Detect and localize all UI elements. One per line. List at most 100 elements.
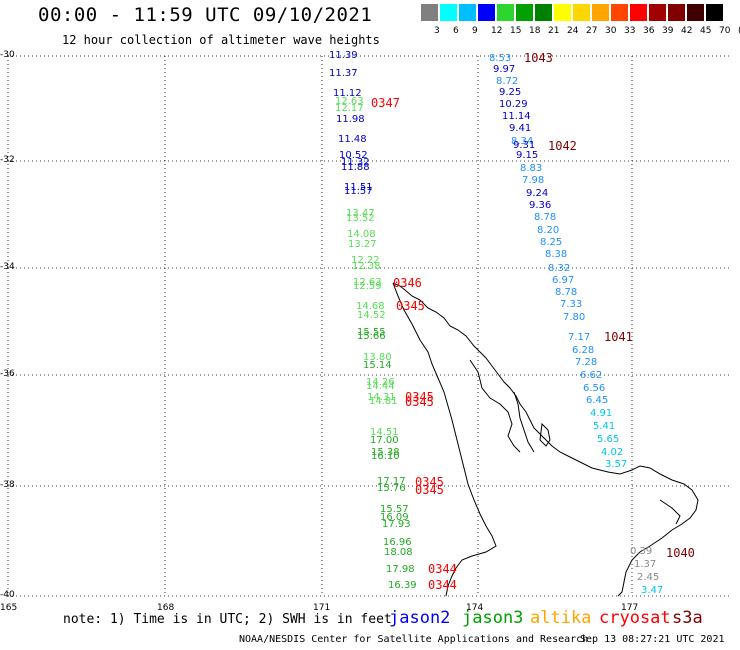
wave-height-value: 18.08: [384, 547, 413, 558]
wave-height-value: 7.98: [522, 175, 545, 186]
wave-height-value: 1.37: [634, 559, 657, 570]
wave-height-value: 12.22: [351, 255, 380, 266]
legend-jason2: jason2: [389, 608, 451, 628]
wave-height-value: 12.63: [335, 96, 364, 107]
wave-height-value: 8.32: [548, 263, 571, 274]
wave-height-value: 8.34: [511, 136, 534, 147]
wave-height-value: 11.12: [333, 88, 362, 99]
scale-label: 33: [624, 26, 636, 36]
wave-height-value: 6.62: [580, 370, 603, 381]
scale-label: 6: [453, 26, 459, 36]
wave-height-value: 8.20: [537, 225, 560, 236]
scale-swatch: [497, 4, 514, 21]
wave-height-value: 8.53: [489, 53, 512, 64]
scale-label: 30: [605, 26, 617, 36]
wave-height-value: 9.25: [499, 87, 522, 98]
lat-label: -40: [0, 590, 15, 600]
wave-height-value: 10.29: [499, 99, 528, 110]
wave-height-value: 16.09: [380, 512, 409, 523]
wave-height-value: 15.66: [357, 331, 386, 342]
chart-subtitle: 12 hour collection of altimeter wave hei…: [62, 33, 380, 47]
wave-height-value: 15.14: [363, 360, 392, 371]
lat-label: -38: [0, 480, 15, 490]
footer-note: note: 1) Time is in UTC; 2) SWH is in fe…: [63, 612, 392, 627]
scale-label: 70: [719, 26, 731, 36]
scale-label: 39: [662, 26, 674, 36]
lat-label: -32: [0, 155, 15, 165]
pass-time: 0345: [405, 390, 434, 404]
pass-time: 0345: [405, 395, 434, 409]
scale-label: 21: [548, 26, 560, 36]
lon-label: 177: [621, 603, 639, 613]
wave-height-value: 11.98: [336, 114, 365, 125]
scale-swatch: [687, 4, 704, 21]
scale-swatch: [573, 4, 590, 21]
wave-height-value: 14.68: [356, 301, 385, 312]
wave-height-value: 11.32: [341, 157, 370, 168]
wave-height-value: 15.57: [380, 504, 409, 515]
wave-height-value: 13.80: [363, 352, 392, 363]
wave-height-value: 10.52: [339, 150, 368, 161]
wave-height-value: 8.83: [520, 163, 543, 174]
scale-swatch: [592, 4, 609, 21]
legend-jason3: jason3: [462, 608, 524, 628]
coastline: [392, 282, 699, 597]
wave-height-value: 12.17: [335, 103, 364, 114]
wave-height-value: 7.80: [563, 312, 586, 323]
pass-time: 0344: [428, 562, 457, 576]
wave-height-value: 6.56: [583, 383, 606, 394]
wave-height-value: 14.31: [367, 392, 396, 403]
wave-height-value: 11.88: [341, 162, 370, 173]
wave-height-value: 7.33: [560, 299, 583, 310]
wave-height-value: 11.57: [344, 186, 373, 197]
wave-height-value: 11.39: [329, 50, 358, 61]
scale-swatch: [440, 4, 457, 21]
wave-height-value: 4.91: [590, 408, 613, 419]
wave-height-value: 16.96: [383, 537, 412, 548]
scale-swatch: [706, 4, 723, 21]
legend-s3a: s3a: [672, 608, 703, 628]
wave-height-value: 11.48: [338, 134, 367, 145]
wave-height-value: 4.02: [601, 447, 624, 458]
wave-height-value: 0.39: [630, 546, 653, 557]
scale-label: 3: [434, 26, 440, 36]
pass-time: 1040: [666, 546, 695, 560]
scale-swatch: [478, 4, 495, 21]
wave-height-value: 8.25: [540, 237, 563, 248]
chart-title: 00:00 - 11:59 UTC 09/10/2021: [38, 4, 373, 26]
pass-time: 0344: [428, 578, 457, 592]
wave-height-value: 15.55: [357, 327, 386, 338]
wave-height-value: 8.78: [534, 212, 557, 223]
lon-label: 168: [157, 603, 175, 613]
credit-line: NOAA/NESDIS Center for Satellite Applica…: [239, 634, 589, 645]
wave-height-value: 12.63: [353, 277, 382, 288]
generated-timestamp: Sep 13 08:27:21 UTC 2021: [580, 634, 725, 645]
scale-label: 9: [472, 26, 478, 36]
scale-swatch: [611, 4, 628, 21]
east-cape-detail: [659, 499, 681, 525]
wave-height-value: 6.28: [572, 345, 595, 356]
scale-swatch: [459, 4, 476, 21]
scale-label: 24: [567, 26, 579, 36]
wave-height-value: 16.10: [371, 451, 400, 462]
pass-time: 0346: [393, 276, 422, 290]
wave-height-value: 2.45: [637, 572, 660, 583]
wave-height-value: 11.51: [344, 182, 373, 193]
wave-height-value: 12.59: [353, 281, 382, 292]
legend-cryosat: cryosat: [599, 608, 671, 628]
wave-height-value: 5.41: [593, 421, 616, 432]
wave-height-value: 14.51: [370, 427, 399, 438]
scale-label: 42: [681, 26, 693, 36]
scale-label: 15: [510, 26, 522, 36]
scale-swatch: [649, 4, 666, 21]
lon-label: 171: [313, 603, 331, 613]
wave-height-value: 12.38: [352, 261, 381, 272]
wave-height-value: 9.15: [516, 150, 539, 161]
wave-height-value: 8.72: [496, 76, 519, 87]
scale-swatch: [554, 4, 571, 21]
wave-height-value: 17.00: [370, 435, 399, 446]
wave-height-value: 5.65: [597, 434, 620, 445]
scale-swatch: [668, 4, 685, 21]
pass-time: 1042: [548, 139, 577, 153]
